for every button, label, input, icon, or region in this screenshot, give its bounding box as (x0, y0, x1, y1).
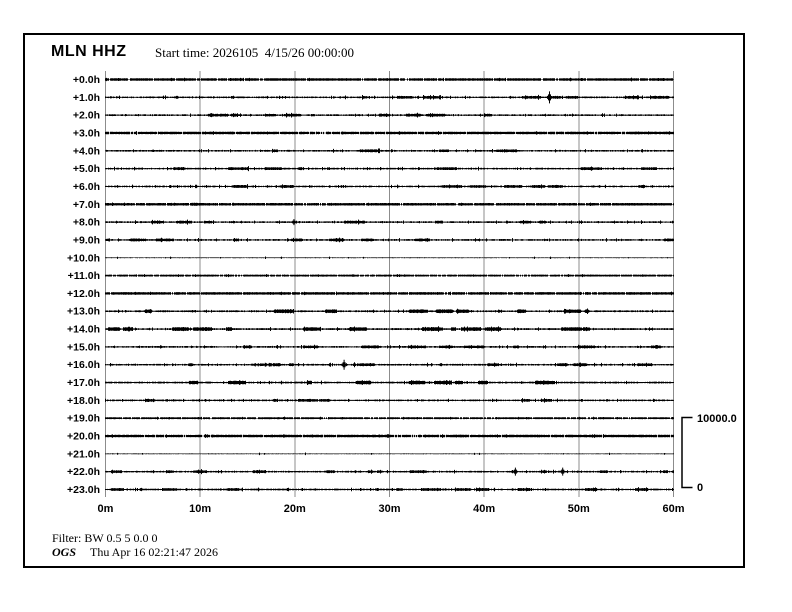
station-channel-title: MLN HHZ (51, 43, 127, 60)
scale-bar: 10000.0 0 (681, 413, 737, 494)
trace-row (105, 291, 674, 296)
x-tick-label: 10m (189, 503, 211, 515)
trace-label: +14.0h (67, 324, 100, 336)
scale-bar-bracket (681, 416, 693, 489)
plot-border (23, 33, 745, 568)
trace-row (105, 452, 674, 456)
trace-row (105, 326, 674, 332)
trace-label: +13.0h (67, 306, 100, 318)
trace-label: +1.0h (73, 92, 100, 104)
trace-label: +10.0h (67, 252, 100, 264)
trace-row (105, 256, 674, 259)
trace-row (105, 344, 674, 350)
x-tick-label: 40m (473, 503, 495, 515)
trace-row (105, 487, 674, 492)
trace-row (105, 202, 674, 207)
trace-row (105, 467, 674, 476)
trace-label: +7.0h (73, 199, 100, 211)
trace-label: +19.0h (67, 413, 100, 425)
trace-label: +5.0h (73, 163, 100, 175)
trace-row (105, 184, 674, 189)
trace-row (105, 359, 674, 370)
x-axis-labels: 0m 10m 20m 30m 40m 50m 60m (98, 503, 685, 515)
grid-lines (105, 71, 674, 497)
trace-label: +6.0h (73, 181, 100, 193)
generated-timestamp: Thu Apr 16 02:21:47 2026 (90, 545, 219, 559)
trace-label: +8.0h (73, 217, 100, 229)
trace-label: +12.0h (67, 288, 100, 300)
trace-label: +22.0h (67, 466, 100, 478)
agency-label: OGS (52, 545, 77, 559)
trace-labels: +0.0h +1.0h +2.0h +3.0h +4.0h +5.0h +6.0h +7.0h… (67, 74, 100, 496)
x-tick-label: 0m (98, 503, 114, 515)
trace-label: +0.0h (73, 74, 100, 86)
x-tick-label: 30m (378, 503, 400, 515)
trace-row (105, 77, 674, 82)
trace-label: +3.0h (73, 128, 100, 140)
trace-label: +20.0h (67, 431, 100, 443)
trace-row (105, 112, 674, 118)
trace-row (105, 237, 674, 243)
trace-label: +23.0h (67, 484, 100, 496)
trace-row (105, 131, 674, 135)
trace-label: +4.0h (73, 145, 100, 157)
trace-row (105, 380, 674, 385)
scale-max-label: 10000.0 (697, 413, 737, 425)
scale-min-label: 0 (697, 482, 703, 494)
trace-row (105, 434, 674, 438)
trace-row (105, 219, 674, 226)
trace-row (105, 148, 674, 154)
x-tick-label: 60m (662, 503, 684, 515)
trace-label: +17.0h (67, 377, 100, 389)
x-tick-label: 20m (284, 503, 306, 515)
filter-info: Filter: BW 0.5 5 0.0 0 (52, 531, 158, 545)
trace-row (105, 166, 674, 172)
trace-label: +18.0h (67, 395, 100, 407)
trace-label: +15.0h (67, 341, 100, 353)
trace-row (105, 91, 674, 104)
trace-label: +11.0h (68, 270, 100, 282)
footer-line: OGS Thu Apr 16 02:21:47 2026 (52, 545, 218, 560)
start-time-label: Start time: 2026105 4/15/26 00:00:00 (155, 45, 354, 60)
trace-row (105, 398, 674, 403)
trace-row (105, 274, 674, 278)
trace-label: +16.0h (67, 359, 100, 371)
trace-row (105, 308, 674, 315)
trace-label: +21.0h (67, 448, 100, 460)
trace-row (105, 416, 674, 420)
trace-label: +9.0h (73, 234, 100, 246)
trace-label: +2.0h (73, 110, 100, 122)
traces-group (105, 77, 674, 492)
x-tick-label: 50m (568, 503, 590, 515)
